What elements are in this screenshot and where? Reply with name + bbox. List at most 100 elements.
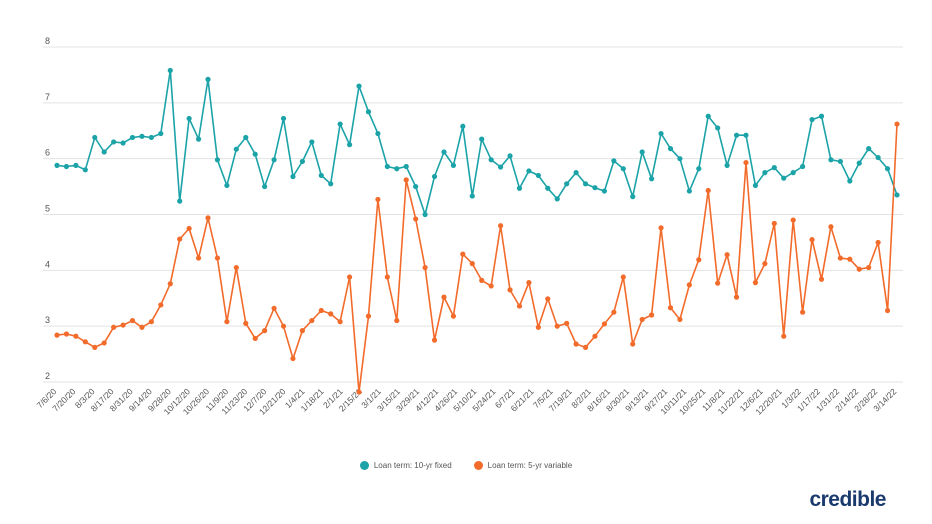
data-point-1[interactable]: [271, 305, 277, 311]
data-point-1[interactable]: [884, 307, 891, 314]
data-point-1[interactable]: [375, 196, 381, 203]
data-point-0[interactable]: [309, 139, 315, 145]
data-point-1[interactable]: [535, 324, 541, 330]
data-point-0[interactable]: [403, 163, 409, 170]
data-point-1[interactable]: [290, 355, 296, 362]
data-point-0[interactable]: [375, 130, 381, 137]
data-point-1[interactable]: [356, 389, 362, 395]
data-point-1[interactable]: [365, 313, 372, 319]
data-point-0[interactable]: [111, 139, 117, 145]
data-point-0[interactable]: [611, 158, 617, 164]
data-point-0[interactable]: [195, 136, 202, 142]
data-point-0[interactable]: [592, 185, 598, 191]
data-point-0[interactable]: [762, 170, 768, 176]
data-point-0[interactable]: [101, 149, 107, 155]
data-point-1[interactable]: [111, 324, 117, 330]
data-point-1[interactable]: [205, 215, 211, 221]
data-point-0[interactable]: [554, 196, 560, 202]
data-point-0[interactable]: [639, 149, 645, 155]
data-point-1[interactable]: [403, 177, 409, 183]
data-point-1[interactable]: [639, 316, 645, 323]
data-point-1[interactable]: [582, 344, 589, 350]
data-point-0[interactable]: [460, 123, 466, 129]
data-point-0[interactable]: [686, 188, 692, 194]
data-point-0[interactable]: [582, 181, 589, 187]
data-point-0[interactable]: [875, 154, 881, 161]
data-point-1[interactable]: [715, 280, 721, 286]
data-point-0[interactable]: [479, 136, 485, 142]
data-point-1[interactable]: [252, 335, 258, 342]
data-point-0[interactable]: [328, 181, 334, 187]
data-point-0[interactable]: [497, 164, 504, 170]
data-point-1[interactable]: [73, 333, 79, 339]
data-point-0[interactable]: [167, 67, 173, 74]
data-point-1[interactable]: [507, 287, 513, 293]
data-point-0[interactable]: [337, 121, 343, 127]
data-point-1[interactable]: [649, 312, 655, 318]
data-point-1[interactable]: [592, 333, 598, 339]
data-point-1[interactable]: [516, 303, 523, 309]
data-point-1[interactable]: [866, 264, 872, 271]
data-point-1[interactable]: [875, 239, 881, 246]
data-point-0[interactable]: [630, 194, 636, 200]
data-point-1[interactable]: [818, 276, 825, 282]
data-point-0[interactable]: [129, 134, 136, 141]
data-point-1[interactable]: [564, 320, 570, 326]
data-point-1[interactable]: [894, 121, 900, 127]
data-point-1[interactable]: [630, 341, 636, 347]
data-point-0[interactable]: [866, 146, 872, 152]
data-point-1[interactable]: [611, 309, 617, 315]
data-point-0[interactable]: [715, 125, 721, 131]
data-point-0[interactable]: [771, 165, 777, 171]
data-point-0[interactable]: [262, 183, 268, 190]
data-point-1[interactable]: [148, 319, 154, 325]
data-point-1[interactable]: [658, 225, 664, 231]
data-point-0[interactable]: [205, 76, 211, 82]
data-point-0[interactable]: [158, 130, 164, 137]
data-point-0[interactable]: [516, 185, 523, 191]
data-point-1[interactable]: [422, 264, 428, 271]
data-point-0[interactable]: [82, 167, 88, 173]
data-point-0[interactable]: [431, 173, 438, 180]
data-point-1[interactable]: [167, 281, 173, 287]
data-point-1[interactable]: [752, 280, 759, 286]
data-point-0[interactable]: [290, 173, 296, 180]
data-point-1[interactable]: [54, 332, 60, 338]
data-point-1[interactable]: [337, 319, 343, 325]
data-point-0[interactable]: [573, 170, 579, 176]
data-point-1[interactable]: [724, 252, 730, 258]
data-point-0[interactable]: [346, 142, 353, 148]
data-point-1[interactable]: [262, 328, 268, 334]
data-point-1[interactable]: [186, 225, 192, 232]
data-point-0[interactable]: [365, 109, 372, 115]
data-point-0[interactable]: [299, 158, 305, 165]
data-point-1[interactable]: [800, 309, 806, 315]
data-point-0[interactable]: [63, 163, 70, 170]
data-point-0[interactable]: [394, 166, 400, 172]
data-point-0[interactable]: [733, 132, 740, 138]
data-point-0[interactable]: [177, 198, 183, 204]
data-point-0[interactable]: [781, 175, 787, 181]
data-point-0[interactable]: [413, 183, 419, 190]
data-point-0[interactable]: [214, 157, 221, 163]
data-point-0[interactable]: [837, 158, 843, 165]
data-point-1[interactable]: [318, 307, 324, 314]
data-point-0[interactable]: [252, 151, 258, 157]
data-point-1[interactable]: [413, 216, 419, 222]
data-point-1[interactable]: [479, 277, 485, 283]
data-point-1[interactable]: [63, 331, 70, 337]
data-point-1[interactable]: [526, 280, 532, 286]
data-point-0[interactable]: [743, 132, 749, 138]
data-point-0[interactable]: [818, 113, 825, 119]
data-point-0[interactable]: [233, 146, 239, 152]
data-point-0[interactable]: [450, 162, 457, 168]
data-point-1[interactable]: [129, 317, 136, 324]
data-point-1[interactable]: [601, 321, 608, 327]
data-point-1[interactable]: [460, 251, 466, 257]
data-point-0[interactable]: [545, 185, 551, 191]
data-point-0[interactable]: [318, 172, 324, 179]
data-point-1[interactable]: [384, 274, 390, 280]
data-point-0[interactable]: [54, 162, 60, 168]
data-point-1[interactable]: [696, 257, 702, 263]
data-point-1[interactable]: [139, 324, 145, 330]
